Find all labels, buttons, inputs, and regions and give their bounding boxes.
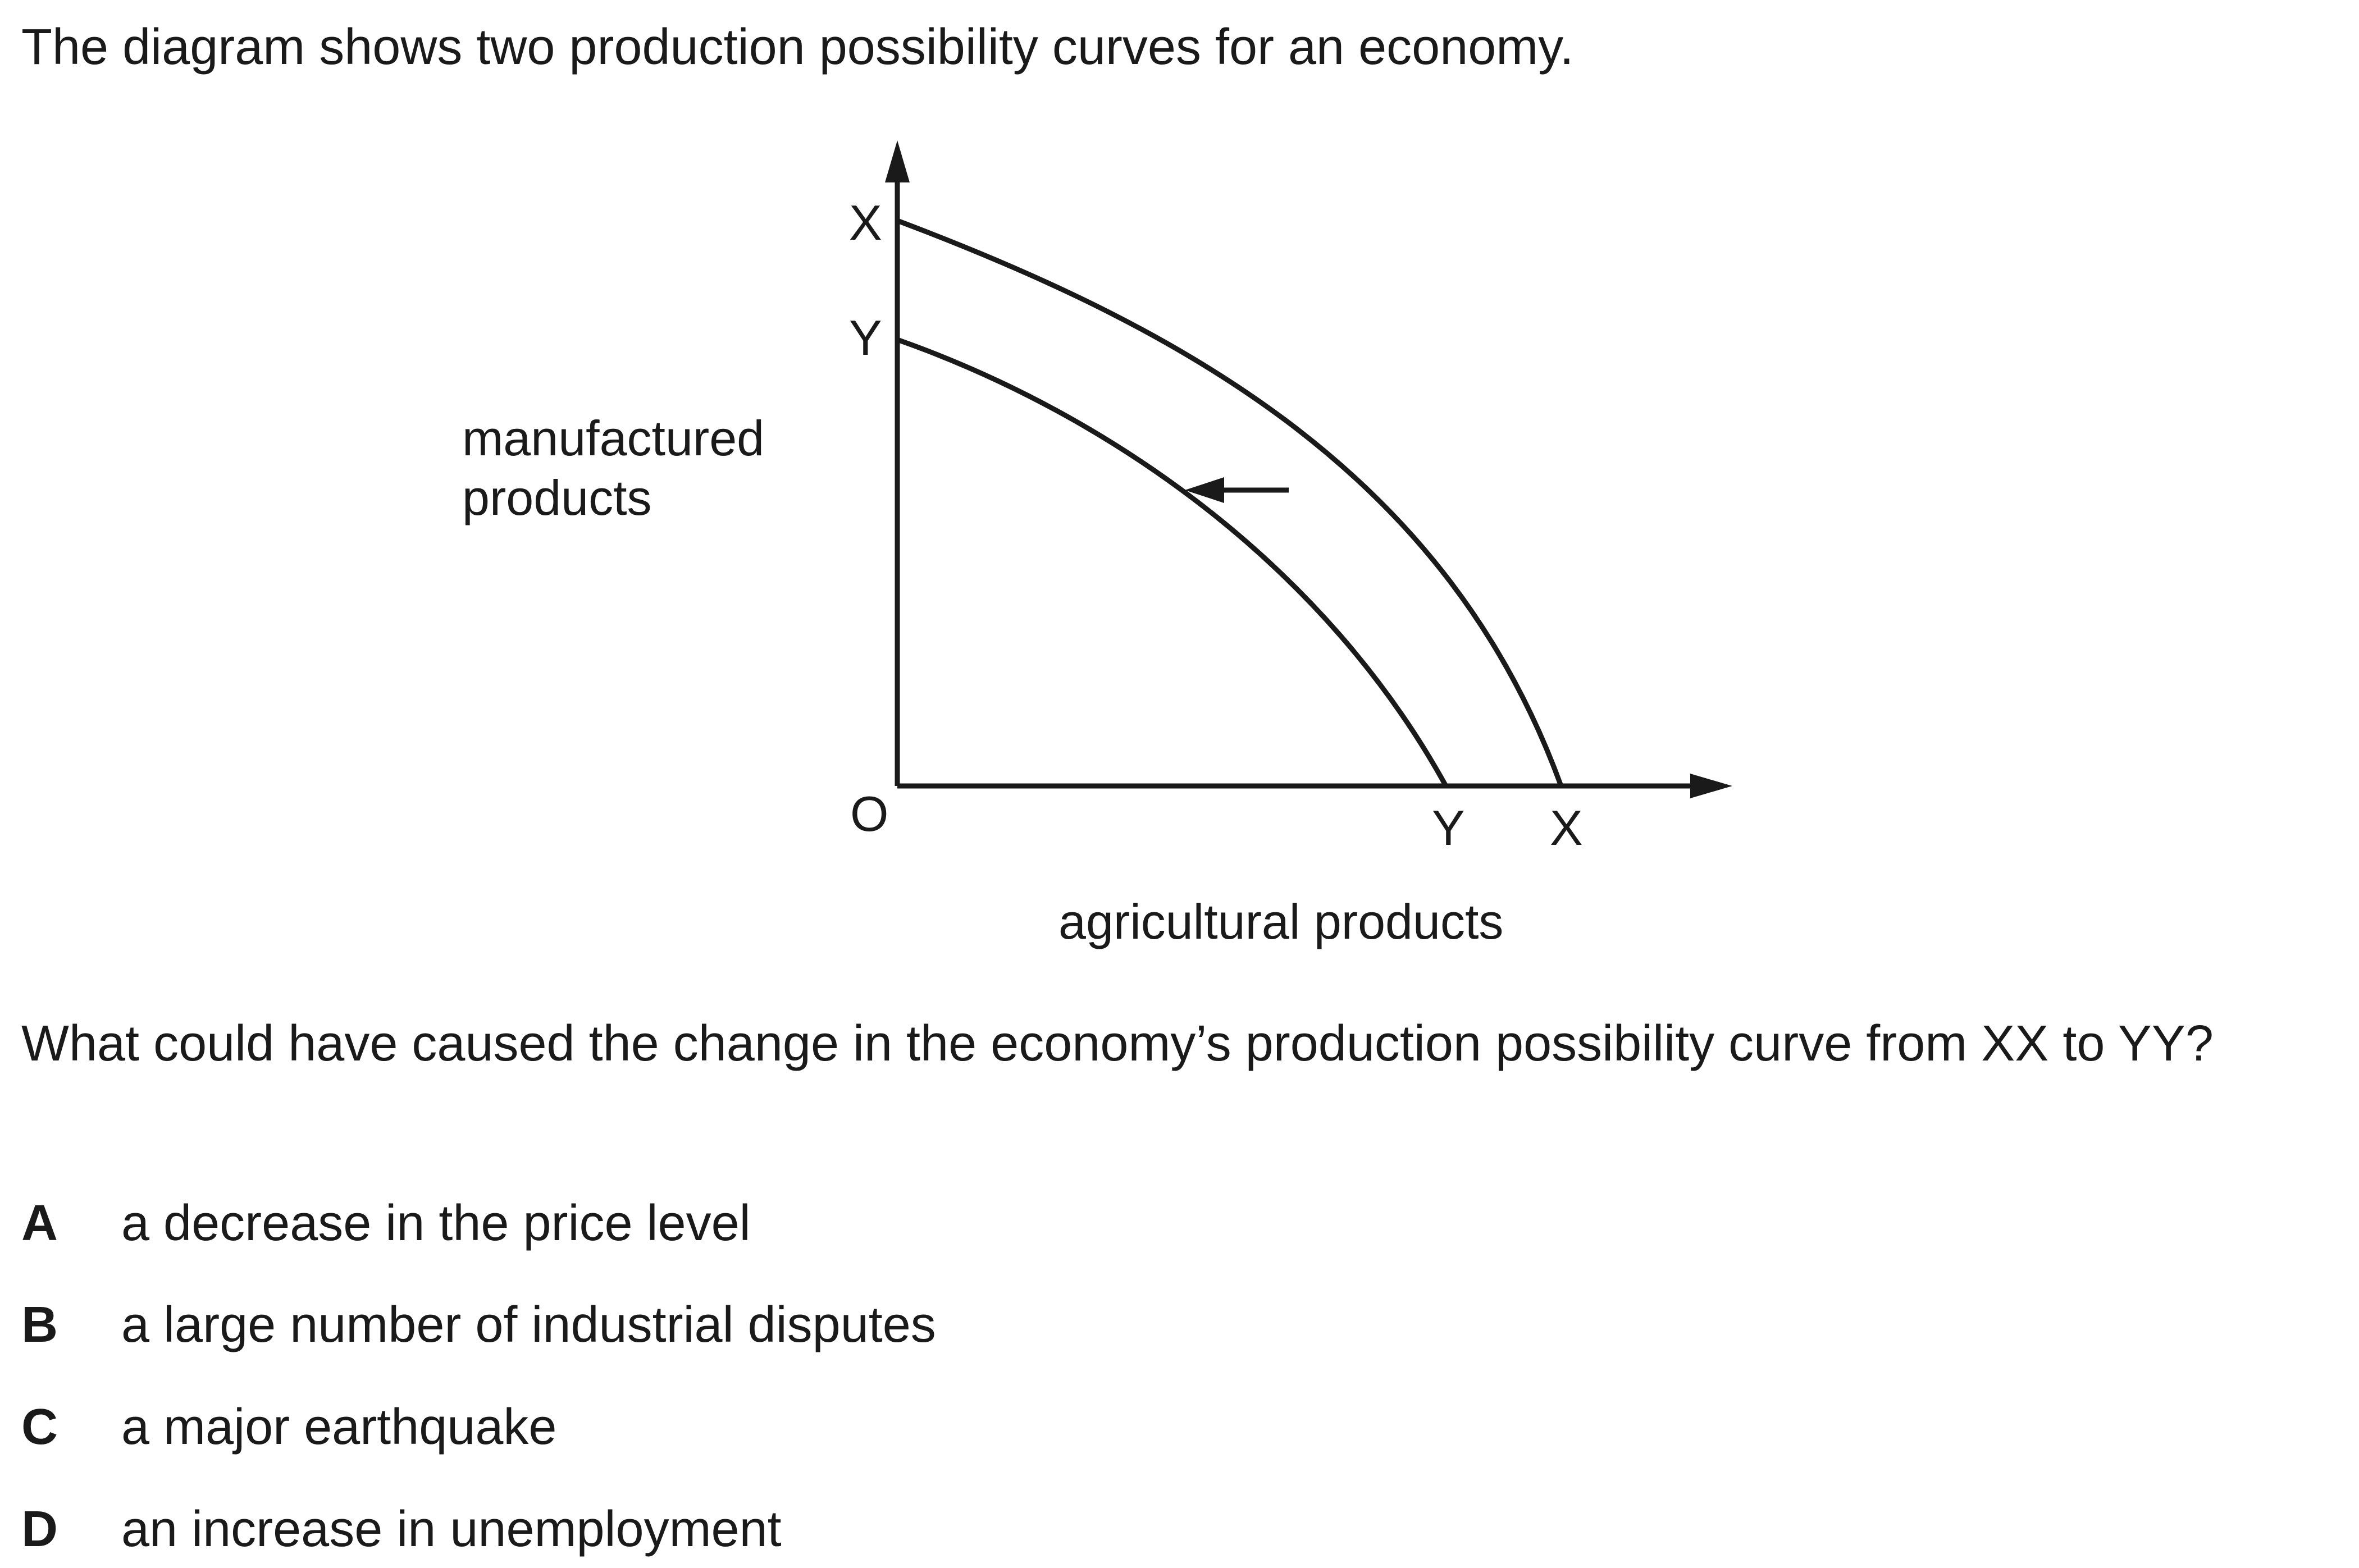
curve-yy [896, 337, 1448, 788]
ppc-diagram: X Y O Y X agricultural products [849, 140, 1732, 949]
shift-arrow-head [1185, 477, 1224, 503]
label-origin: O [850, 786, 888, 842]
x-axis-arrowhead [1690, 774, 1732, 798]
label-x-xaxis: X [1550, 800, 1583, 856]
curve-xx [896, 218, 1564, 787]
x-axis-label: agricultural products [1058, 894, 1503, 949]
option-letter: D [21, 1501, 58, 1557]
option-letter: A [21, 1195, 58, 1251]
y-axis-arrowhead [885, 140, 910, 182]
option-text: a major earthquake [121, 1399, 557, 1455]
option-text: a large number of industrial disputes [121, 1297, 936, 1353]
intro-text: The diagram shows two production possibi… [21, 19, 1574, 75]
option-text: a decrease in the price level [121, 1195, 751, 1251]
option-text: an increase in unemployment [121, 1501, 782, 1557]
option-letter: B [21, 1297, 58, 1353]
label-y-yaxis: Y [849, 310, 882, 365]
question-text: What could have caused the change in the… [21, 1016, 2214, 1072]
label-x-yaxis: X [849, 195, 882, 250]
label-y-xaxis: Y [1432, 800, 1465, 856]
option-letter: C [21, 1399, 58, 1455]
y-axis-label-text: manufactured products [462, 410, 765, 525]
y-axis-label: manufactured products [462, 409, 855, 527]
